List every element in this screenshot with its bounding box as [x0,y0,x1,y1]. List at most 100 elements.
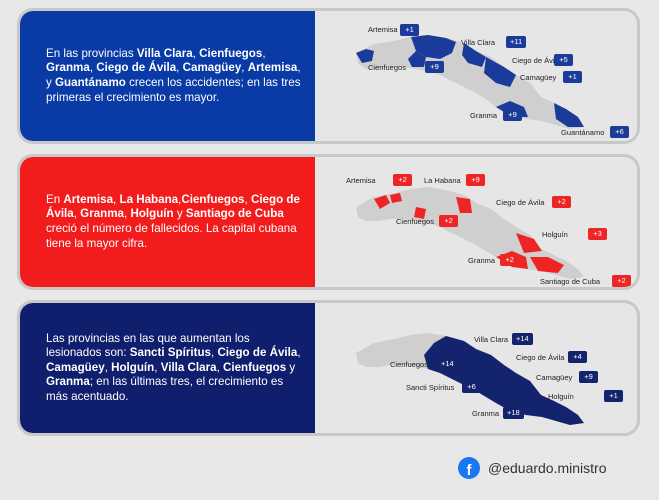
province-label: Ciego de Ávila [516,353,565,362]
highlight-text: Artemisa [63,192,114,206]
text-run: creció el número de fallecidos. La capit… [46,222,297,250]
cuba-map: Villa Clara +14 Cienfuegos +14 Ciego de Ávil… [316,303,637,433]
text-run: crecen los accidentes; en las tres prime… [46,76,301,104]
province-value-badge: +9 [579,371,598,383]
panel-text: En Artemisa, La Habana,Cienfuegos, Ciego… [20,157,315,287]
panel-text: En las provincias Villa Clara, Cienfuego… [20,11,315,141]
highlight-text: Artemisa [247,61,298,75]
province-value-badge: +18 [503,407,524,419]
province-value-badge: +3 [588,228,607,240]
highlight-text: Camagüey [182,61,242,75]
cuba-map-shape [356,35,584,129]
text-run: , [262,46,266,60]
province-label: Guantánamo [561,128,605,137]
province-label: Camagüey [520,73,557,82]
highlight-text: Ciego de Ávila [217,346,298,360]
province-value-badge: +4 [568,351,587,363]
text-run: , [216,360,224,374]
text-run: En [46,192,64,206]
highlight-text: Granma [80,207,124,221]
province-value-badge: +1 [563,71,582,83]
province-label: Artemisa [368,25,398,34]
panel-text-body: En las provincias Villa Clara, Cienfuego… [46,47,301,105]
province-value-badge: +6 [462,381,481,393]
province-label: Holguín [548,392,574,401]
highlight-text: Santiago de Cuba [185,207,284,221]
cuba-map: Artemisa +2 La Habana +9 Ciego de Ávila +2 Cie… [316,157,637,287]
highlight-text: Cienfuegos [181,192,245,206]
text-run: , [154,360,161,374]
province-value-badge: +9 [466,174,485,186]
province-label: La Habana [424,176,461,185]
text-run: , [297,346,301,360]
text-run: ; en las últimas tres, el crecimiento es… [46,375,284,403]
text-run: Las provincias en las que aumentan los l… [46,331,250,360]
panel-fallecidos: En Artemisa, La Habana,Cienfuegos, Ciego… [17,154,640,290]
province-value-badge: +2 [552,196,571,208]
province-label: Ciego de Ávila [496,198,545,207]
province-label: Sancti Spíritus [406,383,455,392]
text-run: , [113,192,120,206]
province-label: Villa Clara [474,335,509,344]
panel-text-body: Las provincias en las que aumentan los l… [46,332,301,405]
highlight-text: Sancti Spíritus [129,346,211,360]
text-run: , y [46,61,301,89]
text-run: y [173,207,186,221]
highlight-text: Cienfuegos [199,46,263,60]
province-value-badge: +5 [554,54,573,66]
highlight-text: Cienfuegos [223,360,287,374]
cuba-map-shape [356,333,584,425]
province-label: Artemisa [346,176,376,185]
text-run: , [178,192,182,206]
province-label: Holguín [542,230,568,239]
highlight-text: Holguín [130,207,174,221]
text-run: , [244,192,251,206]
province-label: Cienfuegos [390,360,428,369]
text-run: , [73,207,81,221]
province-value-badge: +2 [439,215,458,227]
facebook-icon[interactable]: f [458,457,480,479]
cuba-map-shape [356,187,584,279]
panel-text: Las provincias en las que aumentan los l… [20,303,315,433]
text-run: En las provincias [46,46,137,60]
province-label: Granma [468,256,496,265]
highlight-text: Villa Clara [160,360,217,374]
highlight-text: Ciego de Ávila [46,192,300,221]
highlight-text: Granma [46,375,90,389]
text-run: , [176,61,183,75]
province-label: Granma [470,111,498,120]
panel-lesionados: Las provincias en las que aumentan los l… [17,300,640,436]
province-value-badge: +1 [400,24,419,36]
province-label: Granma [472,409,500,418]
panel-accidentes: En las provincias Villa Clara, Cienfuego… [17,8,640,144]
province-value-badge: +9 [503,109,522,121]
province-value-badge: +9 [425,61,444,73]
province-label: Santiago de Cuba [540,277,601,286]
highlight-text: La Habana [119,192,179,206]
province-value-badge: +1 [604,390,623,402]
highlight-text: Granma [46,61,90,75]
highlight-text: Villa Clara [136,46,193,60]
province-label: Cienfuegos [396,217,434,226]
province-value-badge: +14 [512,333,533,345]
panel-text-body: En Artemisa, La Habana,Cienfuegos, Ciego… [46,193,301,251]
text-run: , [104,360,112,374]
text-run: , [124,207,131,221]
social-handle[interactable]: @eduardo.ministro [488,460,607,476]
highlight-text: Holguín [111,360,155,374]
province-value-badge: +2 [500,254,519,266]
text-run: y [286,360,296,374]
province-value-badge: +2 [612,275,631,287]
text-run: , [241,61,248,75]
footer: f @eduardo.ministro [458,457,607,479]
highlight-text: Camagüey [46,360,105,374]
province-value-badge: +14 [437,358,458,370]
province-value-badge: +11 [506,36,527,48]
cuba-map: Artemisa +1 Villa Clara +11 Cienfuegos +9 Cieg… [316,11,637,141]
text-run: , [89,61,97,75]
province-label: Cienfuegos [368,63,406,72]
text-run: , [210,346,218,360]
province-label: Ciego de Ávila [512,56,561,65]
province-label: Villa Clara [461,38,496,47]
text-run: , [192,46,200,60]
